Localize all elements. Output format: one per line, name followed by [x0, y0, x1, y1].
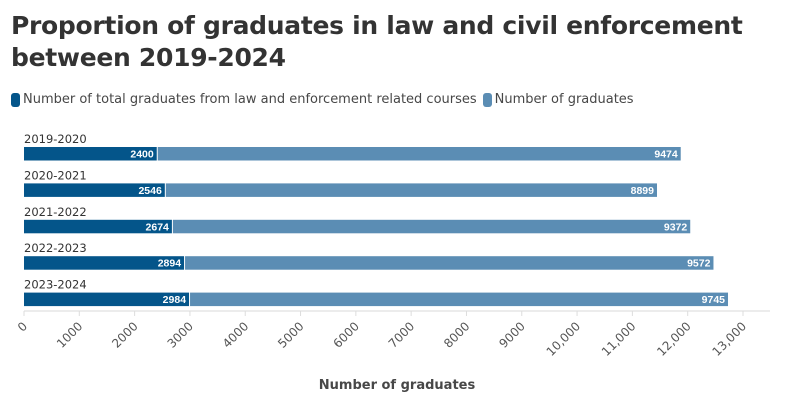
x-tick-label: 10,000 — [544, 319, 584, 359]
x-axis-title: Number of graduates — [319, 378, 476, 393]
data-label: 2894 — [158, 258, 182, 270]
bar-segment-graduates[interactable] — [157, 147, 681, 161]
bar-segment-graduates[interactable] — [190, 292, 729, 307]
data-label: 9372 — [664, 221, 688, 233]
category-label: 2019-2020 — [24, 132, 87, 146]
category-label: 2023-2024 — [24, 278, 87, 292]
bar-segment-total-graduates[interactable] — [24, 183, 165, 197]
legend-label-graduates: Number of graduates — [494, 92, 634, 107]
x-tick-label: 12,000 — [654, 319, 694, 359]
bar-segment-total-graduates[interactable] — [24, 219, 172, 234]
data-label: 2984 — [163, 294, 187, 306]
x-tick-label: 1000 — [54, 319, 85, 350]
x-tick-label: 7000 — [386, 319, 417, 350]
legend-item-graduates[interactable]: Number of graduates — [482, 92, 634, 107]
x-axis: 0 1000 2000 3000 4000 5000 6000 7000 8000 9000 10,… — [15, 310, 770, 359]
x-tick-label: 13,000 — [710, 319, 750, 359]
x-tick-label: 3000 — [165, 319, 196, 350]
bars-group: 2019-2020 2400 9474 2020-2021 2546 8899 2021-2… — [24, 132, 729, 307]
legend-item-total-graduates[interactable]: Number of total graduates from law and e… — [11, 92, 477, 107]
data-label: 8899 — [631, 185, 655, 197]
category-label: 2021-2022 — [24, 205, 87, 219]
x-tick-label: 4000 — [220, 319, 251, 350]
bar-segment-total-graduates[interactable] — [24, 147, 157, 161]
bar-segment-graduates[interactable] — [165, 183, 657, 197]
x-tick-label: 11,000 — [599, 319, 639, 359]
x-tick-label: 0 — [15, 319, 30, 334]
data-label: 9745 — [702, 294, 726, 306]
data-label: 9572 — [687, 258, 711, 270]
category-label: 2022-2023 — [24, 241, 87, 255]
x-tick-label: 2000 — [109, 319, 140, 350]
legend: Number of total graduates from law and e… — [11, 92, 640, 107]
data-label: 2400 — [130, 149, 154, 161]
bar-segment-graduates[interactable] — [185, 256, 714, 270]
x-tick-label: 9000 — [496, 319, 527, 350]
bar-segment-graduates[interactable] — [172, 219, 691, 234]
x-tick-label: 5000 — [275, 319, 306, 350]
x-tick-label: 8000 — [441, 319, 472, 350]
category-label: 2020-2021 — [24, 168, 87, 182]
data-label: 9474 — [654, 149, 678, 161]
legend-label-total-graduates: Number of total graduates from law and e… — [23, 92, 477, 107]
legend-swatch-graduates — [482, 92, 492, 107]
bar-segment-total-graduates[interactable] — [24, 292, 190, 307]
data-label: 2546 — [138, 185, 162, 197]
x-tick-label: 6000 — [330, 319, 361, 350]
bar-segment-total-graduates[interactable] — [24, 256, 185, 270]
legend-swatch-total-graduates — [11, 92, 20, 107]
chart-title: Proportion of graduates in law and civil… — [11, 11, 743, 72]
data-label: 2674 — [146, 221, 170, 233]
